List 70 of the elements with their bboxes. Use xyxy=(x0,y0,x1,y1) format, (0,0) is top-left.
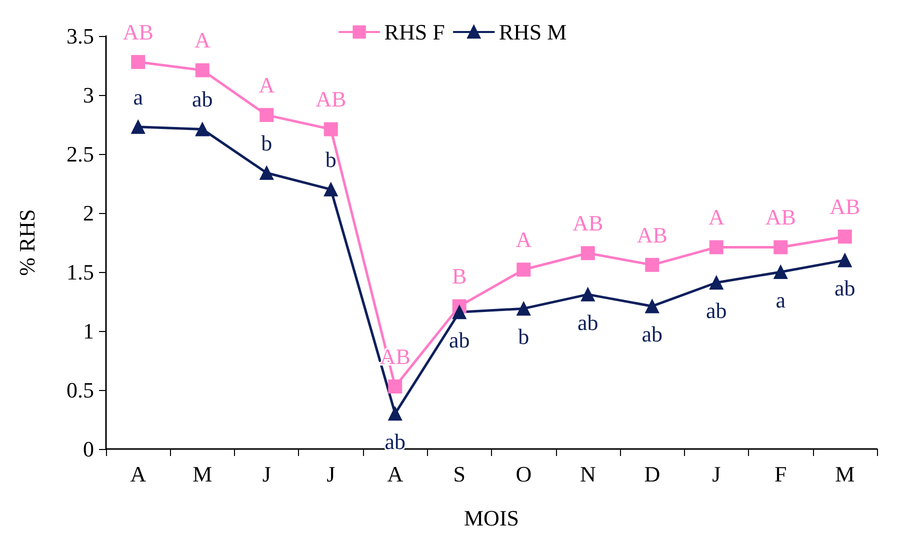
y-tick-label: 1.5 xyxy=(66,260,94,284)
x-tick-label: S xyxy=(453,462,466,486)
data-label: b xyxy=(325,146,336,172)
point xyxy=(838,253,852,268)
x-tick-label: M xyxy=(192,462,212,486)
point xyxy=(580,287,595,302)
point xyxy=(645,258,660,272)
data-label: B xyxy=(452,264,467,289)
x-tick-label: M xyxy=(835,462,855,486)
point xyxy=(516,302,531,316)
point xyxy=(516,262,531,277)
data-label: AB xyxy=(316,86,346,112)
x-tick-label: A xyxy=(387,462,404,486)
data-label: ab xyxy=(834,276,856,301)
x-tick-label: J xyxy=(712,462,722,486)
legend-label: RHS M xyxy=(498,20,567,44)
x-tick-label: J xyxy=(262,462,272,486)
x-tick-label: N xyxy=(580,462,596,486)
point xyxy=(580,246,595,260)
data-label: A xyxy=(708,204,724,230)
x-tick-label: O xyxy=(516,462,532,486)
data-label: AB xyxy=(830,194,860,220)
point xyxy=(388,379,402,394)
y-tick-label: 1 xyxy=(83,318,94,344)
point xyxy=(195,63,210,78)
point xyxy=(709,276,724,290)
x-tick-label: J xyxy=(326,462,336,486)
data-label: ab xyxy=(384,429,406,454)
point xyxy=(260,108,274,122)
y-tick-label: 0 xyxy=(83,436,94,462)
point xyxy=(260,166,274,180)
y-axis-title: % RHS xyxy=(14,209,40,276)
point xyxy=(709,240,724,254)
legend-label: RHS F xyxy=(384,20,445,44)
data-label: ab xyxy=(706,298,727,324)
x-tick-label: A xyxy=(130,462,146,486)
data-label: ab xyxy=(577,310,598,335)
y-tick-label: 0.5 xyxy=(66,378,94,402)
point xyxy=(324,122,338,136)
y-tick-label: 2.5 xyxy=(66,142,94,166)
data-label: a xyxy=(133,84,144,110)
point xyxy=(452,305,466,320)
data-label: ab xyxy=(642,322,663,347)
data-label: a xyxy=(776,288,786,312)
data-label: b xyxy=(261,130,272,156)
data-label: ab xyxy=(448,328,470,353)
y-tick-label: 3.5 xyxy=(66,24,94,48)
point xyxy=(131,54,146,69)
x-axis-title: MOIS xyxy=(464,506,520,530)
data-label: A xyxy=(516,227,532,252)
data-label: AB xyxy=(122,19,154,44)
x-tick-label: D xyxy=(644,462,660,486)
x-tick-label: F xyxy=(774,462,787,486)
data-label: AB xyxy=(765,204,796,230)
data-label: A xyxy=(258,72,275,98)
y-tick-label: 3 xyxy=(83,82,94,108)
point xyxy=(774,265,788,279)
point xyxy=(645,299,660,314)
data-label: AB xyxy=(572,210,604,236)
point xyxy=(131,120,146,134)
point xyxy=(195,122,210,136)
data-label: AB xyxy=(636,222,668,248)
point xyxy=(774,240,788,254)
data-label: ab xyxy=(192,86,213,112)
data-label: b xyxy=(518,324,530,350)
data-label: A xyxy=(194,28,210,53)
point xyxy=(388,406,402,421)
point xyxy=(324,182,338,196)
y-tick-label: 2 xyxy=(83,200,94,226)
point xyxy=(838,230,852,244)
